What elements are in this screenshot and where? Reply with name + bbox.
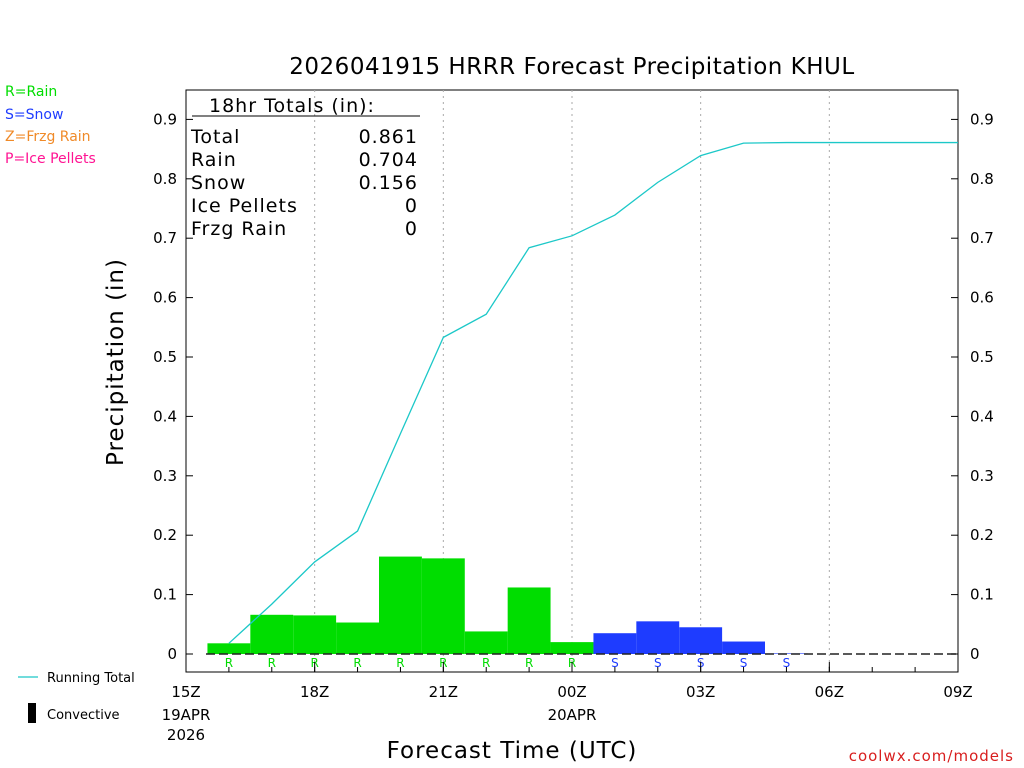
y-tick-left-label: 0.9 xyxy=(153,110,177,128)
y-tick-right-label: 0.2 xyxy=(970,526,994,544)
bar-hour-12 xyxy=(679,627,723,654)
y-tick-left-label: 0.8 xyxy=(153,170,177,188)
ptype-label-hour-7: R xyxy=(482,656,490,670)
bar-hour-11 xyxy=(636,621,680,654)
totals-header: 18hr Totals (in): xyxy=(209,95,375,117)
legend-frzg-rain: Z=Frzg Rain xyxy=(5,129,91,145)
y-tick-left-label: 0.3 xyxy=(153,467,177,485)
ptype-labels: RRRRRRRRRSSSSS xyxy=(225,656,791,670)
legend-rain: R=Rain xyxy=(5,84,57,100)
y-tick-left-label: 0.7 xyxy=(153,229,177,247)
x-tick-label: 06Z xyxy=(815,683,844,701)
bar-hour-1 xyxy=(207,643,251,654)
chart-title: 2026041915 HRRR Forecast Precipitation K… xyxy=(289,54,854,80)
y-axis-right: 0 0.1 0.2 0.3 0.4 0.5 0.6 0.7 0.8 0.9 xyxy=(951,110,994,663)
totals-label-frzg-rain: Frzg Rain xyxy=(191,218,287,240)
y-tick-left-label: 0.2 xyxy=(153,526,177,544)
bar-hour-3 xyxy=(293,615,337,654)
bar-hour-5 xyxy=(379,556,422,654)
totals-value-total: 0.861 xyxy=(359,126,418,148)
y-tick-left-label: 0.1 xyxy=(153,586,177,604)
bar-hour-13 xyxy=(722,641,765,654)
legend-convective: Convective xyxy=(47,708,120,723)
ptype-label-hour-14: S xyxy=(783,656,791,670)
totals-value-frzg-rain: 0 xyxy=(405,218,418,240)
x-tick-label: 21Z xyxy=(429,683,458,701)
totals-value-rain: 0.704 xyxy=(359,149,418,171)
y-tick-right-label: 0.9 xyxy=(970,110,994,128)
y-tick-left-label: 0.4 xyxy=(153,407,177,425)
bar-hour-6 xyxy=(421,558,465,654)
ptype-label-hour-10: S xyxy=(611,656,619,670)
y-tick-left-label: 0.5 xyxy=(153,348,177,366)
ptype-label-hour-8: R xyxy=(525,656,533,670)
ptype-label-hour-4: R xyxy=(353,656,361,670)
x-tick-year: 2026 xyxy=(167,726,205,744)
legend-convective-swatch xyxy=(28,703,36,723)
y-tick-right-label: 0.7 xyxy=(970,229,994,247)
x-tick-date: 20APR xyxy=(548,706,597,724)
bar-hour-4 xyxy=(336,622,379,654)
bar-hour-10 xyxy=(593,633,637,654)
ptype-label-hour-11: S xyxy=(654,656,662,670)
x-tick-date: 19APR xyxy=(162,706,211,724)
y-axis-label: Precipitation (in) xyxy=(103,258,129,466)
ptype-label-hour-13: S xyxy=(740,656,748,670)
credit-text: coolwx.com/models xyxy=(849,747,1014,765)
y-tick-right-label: 0.6 xyxy=(970,289,994,307)
x-axis: 15Z 19APR 2026 18Z 21Z 00Z 20APR 03Z 06Z 09Z xyxy=(162,662,973,744)
y-tick-right-label: 0 xyxy=(970,645,980,663)
x-tick-label: 15Z xyxy=(171,683,200,701)
bar-hour-8 xyxy=(507,587,551,654)
hourly-bars xyxy=(207,556,808,654)
running-total-line xyxy=(228,141,958,644)
legend-running-total: Running Total xyxy=(47,671,135,686)
x-axis-label: Forecast Time (UTC) xyxy=(387,738,638,764)
bar-hour-7 xyxy=(464,631,508,654)
x-tick-label: 18Z xyxy=(300,683,329,701)
bar-hour-2 xyxy=(250,614,294,654)
y-tick-right-label: 0.5 xyxy=(970,348,994,366)
plot-frame xyxy=(185,89,959,673)
x-tick-label: 00Z xyxy=(557,683,586,701)
totals-label-rain: Rain xyxy=(191,149,237,171)
bar-hour-9 xyxy=(550,642,594,654)
x-tick-label: 03Z xyxy=(686,683,715,701)
y-tick-left-label: 0.6 xyxy=(153,289,177,307)
totals-value-ice-pellets: 0 xyxy=(405,195,418,217)
ptype-label-hour-1: R xyxy=(225,656,233,670)
legend-ice-pellets: P=Ice Pellets xyxy=(5,151,96,167)
totals-label-snow: Snow xyxy=(191,172,246,194)
ptype-label-hour-5: R xyxy=(396,656,404,670)
ptype-label-hour-2: R xyxy=(268,656,276,670)
y-tick-left-label: 0 xyxy=(167,645,177,663)
y-tick-right-label: 0.4 xyxy=(970,407,994,425)
series-legend: Running Total Convective xyxy=(18,671,135,723)
x-tick-label: 09Z xyxy=(943,683,972,701)
totals-value-snow: 0.156 xyxy=(359,172,418,194)
ptype-legend: R=Rain S=Snow Z=Frzg Rain P=Ice Pellets xyxy=(5,84,96,167)
y-axis-left: 0 0.1 0.2 0.3 0.4 0.5 0.6 0.7 0.8 0.9 xyxy=(153,110,193,663)
totals-box: 18hr Totals (in): Total 0.861 Rain 0.704… xyxy=(190,95,420,240)
y-tick-right-label: 0.8 xyxy=(970,170,994,188)
totals-label-ice-pellets: Ice Pellets xyxy=(191,195,298,217)
y-tick-right-label: 0.1 xyxy=(970,586,994,604)
vertical-gridlines xyxy=(314,90,830,672)
legend-snow: S=Snow xyxy=(5,107,63,123)
y-tick-right-label: 0.3 xyxy=(970,467,994,485)
totals-label-total: Total xyxy=(190,126,240,148)
